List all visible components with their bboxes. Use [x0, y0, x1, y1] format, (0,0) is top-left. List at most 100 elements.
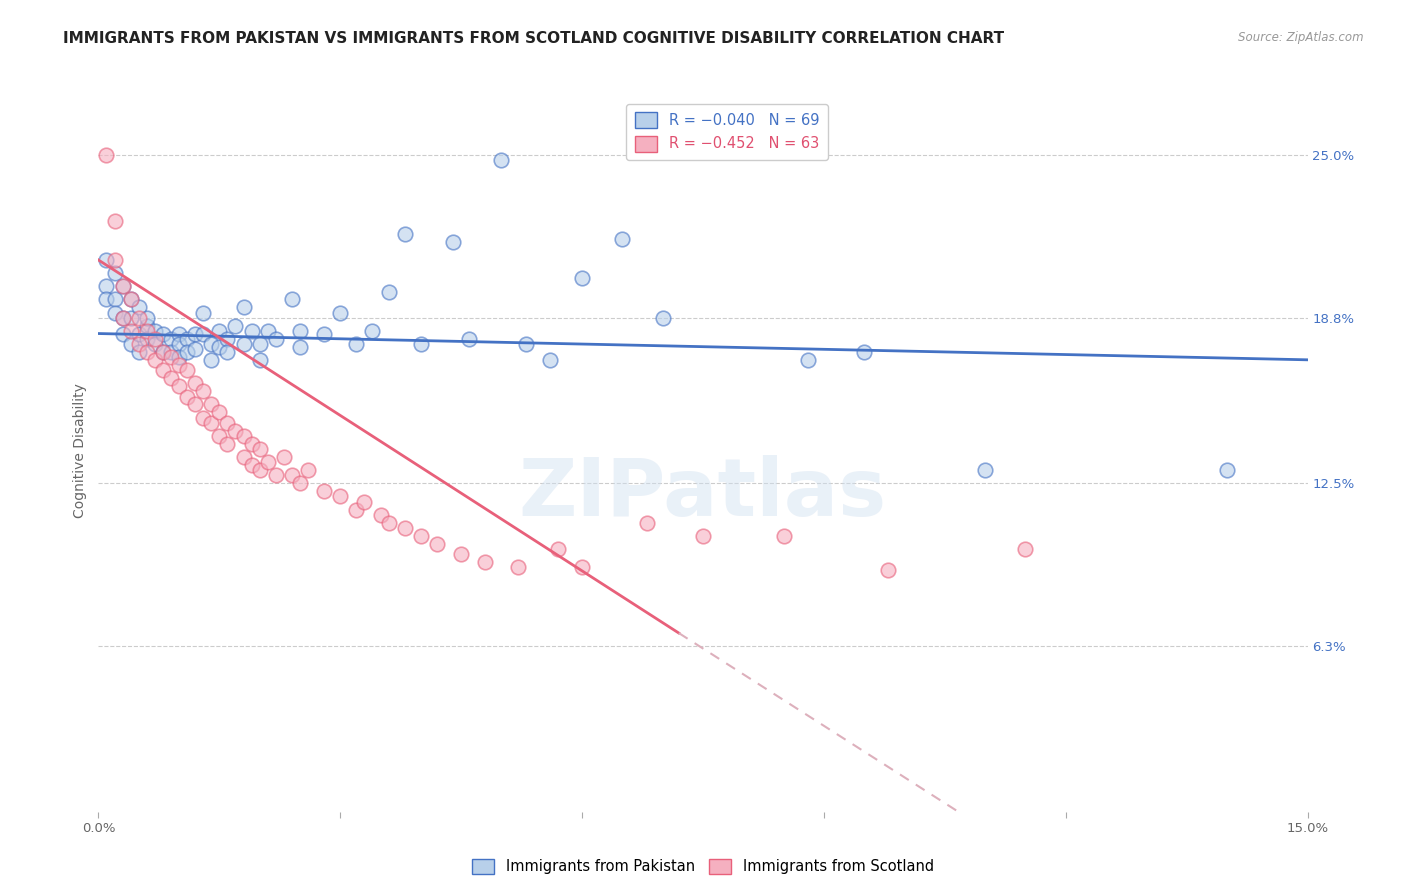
Point — [249, 352, 271, 367]
Point — [409, 337, 432, 351]
Point — [1014, 541, 1036, 556]
Point — [152, 363, 174, 377]
Point — [135, 324, 157, 338]
Point — [103, 213, 125, 227]
Point — [120, 310, 142, 325]
Point — [571, 271, 593, 285]
Point — [128, 326, 150, 341]
Point — [232, 300, 254, 314]
Point — [297, 463, 319, 477]
Point — [474, 555, 496, 569]
Point — [441, 235, 464, 249]
Point — [193, 410, 215, 425]
Point — [1216, 463, 1239, 477]
Text: Source: ZipAtlas.com: Source: ZipAtlas.com — [1239, 31, 1364, 45]
Point — [314, 484, 336, 499]
Point — [193, 305, 215, 319]
Point — [200, 352, 222, 367]
Point — [152, 326, 174, 341]
Point — [176, 332, 198, 346]
Point — [103, 293, 125, 307]
Point — [120, 324, 142, 338]
Point — [353, 494, 375, 508]
Point — [135, 345, 157, 359]
Point — [200, 416, 222, 430]
Point — [193, 384, 215, 399]
Point — [135, 310, 157, 325]
Point — [249, 463, 271, 477]
Point — [128, 310, 150, 325]
Point — [200, 337, 222, 351]
Point — [772, 529, 794, 543]
Point — [370, 508, 392, 522]
Point — [184, 343, 207, 357]
Point — [103, 252, 125, 267]
Point — [232, 429, 254, 443]
Point — [314, 326, 336, 341]
Point — [377, 285, 399, 299]
Point — [160, 350, 183, 364]
Point — [344, 502, 367, 516]
Point — [281, 468, 304, 483]
Point — [240, 324, 263, 338]
Point — [111, 279, 134, 293]
Point — [208, 429, 231, 443]
Point — [232, 450, 254, 464]
Legend: Immigrants from Pakistan, Immigrants from Scotland: Immigrants from Pakistan, Immigrants fro… — [467, 853, 939, 880]
Point — [273, 450, 295, 464]
Point — [224, 318, 246, 333]
Point — [128, 300, 150, 314]
Point — [426, 537, 449, 551]
Point — [217, 332, 239, 346]
Point — [143, 337, 166, 351]
Point — [135, 332, 157, 346]
Point — [651, 310, 673, 325]
Point — [176, 345, 198, 359]
Point — [249, 337, 271, 351]
Point — [797, 352, 820, 367]
Point — [217, 437, 239, 451]
Point — [361, 324, 384, 338]
Point — [143, 332, 166, 346]
Point — [103, 266, 125, 280]
Point — [249, 442, 271, 457]
Point — [152, 345, 174, 359]
Point — [120, 293, 142, 307]
Point — [120, 293, 142, 307]
Point — [120, 337, 142, 351]
Point — [377, 516, 399, 530]
Point — [160, 371, 183, 385]
Point — [167, 350, 190, 364]
Point — [96, 148, 118, 162]
Point — [184, 376, 207, 391]
Point — [167, 358, 190, 372]
Point — [96, 293, 118, 307]
Point — [288, 324, 311, 338]
Point — [128, 345, 150, 359]
Point — [208, 405, 231, 419]
Point — [111, 279, 134, 293]
Point — [217, 345, 239, 359]
Point — [96, 279, 118, 293]
Point — [232, 337, 254, 351]
Point — [515, 337, 537, 351]
Text: ZIPatlas: ZIPatlas — [519, 455, 887, 533]
Point — [103, 305, 125, 319]
Point — [217, 416, 239, 430]
Point — [167, 337, 190, 351]
Point — [176, 390, 198, 404]
Point — [256, 324, 278, 338]
Point — [538, 352, 561, 367]
Point — [160, 332, 183, 346]
Point — [184, 326, 207, 341]
Point — [612, 232, 634, 246]
Point — [281, 293, 304, 307]
Point — [143, 324, 166, 338]
Point — [167, 379, 190, 393]
Point — [288, 340, 311, 354]
Point — [176, 363, 198, 377]
Point — [288, 476, 311, 491]
Point — [96, 252, 118, 267]
Point — [264, 332, 287, 346]
Point — [208, 340, 231, 354]
